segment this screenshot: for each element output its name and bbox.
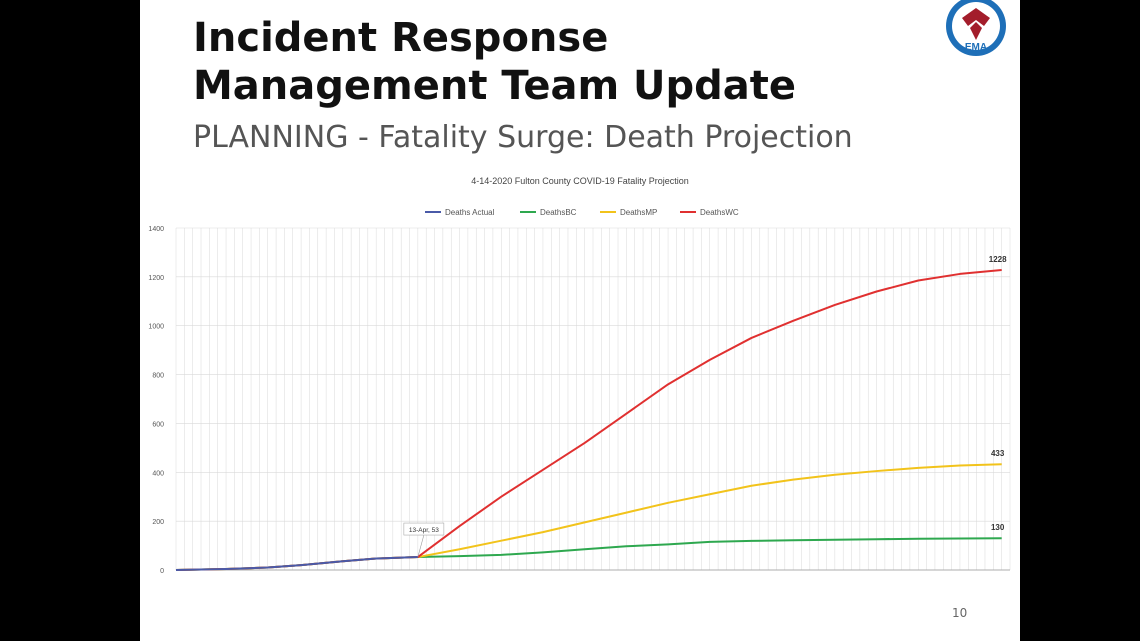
slide-subtitle: PLANNING - Fatality Surge: Death Project… bbox=[193, 120, 853, 155]
series-line-deaths-actual bbox=[175, 556, 418, 571]
ema-logo-icon: EMA bbox=[946, 0, 1006, 56]
series-line-deathsmp bbox=[175, 463, 1002, 571]
legend-label: DeathsWC bbox=[700, 208, 739, 217]
series-line-deathswc bbox=[175, 269, 1002, 571]
chart-lines bbox=[175, 269, 1002, 571]
chart-grid bbox=[175, 227, 1011, 571]
y-tick-label: 1400 bbox=[148, 226, 164, 233]
fatality-projection-chart: 4-14-2020 Fulton County COVID-19 Fatalit… bbox=[148, 176, 1011, 575]
slide: Incident Response Management Team Update… bbox=[140, 0, 1020, 641]
end-value-label: 433 bbox=[991, 449, 1005, 458]
y-tick-label: 0 bbox=[160, 568, 164, 575]
y-tick-label: 200 bbox=[152, 519, 164, 526]
end-value-label: 130 bbox=[991, 523, 1005, 532]
y-tick-label: 800 bbox=[152, 373, 164, 380]
y-tick-label: 400 bbox=[152, 470, 164, 477]
legend-label: Deaths Actual bbox=[445, 208, 495, 217]
y-tick-label: 1000 bbox=[148, 324, 164, 331]
callout-label: 13-Apr, 53 bbox=[409, 527, 439, 534]
logo-text: EMA bbox=[965, 42, 987, 53]
end-value-label: 1228 bbox=[989, 255, 1007, 264]
chart-title: 4-14-2020 Fulton County COVID-19 Fatalit… bbox=[471, 176, 689, 186]
callout-box bbox=[403, 522, 445, 536]
y-tick-label: 600 bbox=[152, 421, 164, 428]
legend-label: DeathsMP bbox=[620, 208, 657, 217]
y-tick-label: 1200 bbox=[148, 275, 164, 282]
chart-labels: 1228 433 130 13-Apr, 53 bbox=[403, 255, 1007, 558]
legend-label: DeathsBC bbox=[540, 208, 577, 217]
chart-axes: 0 200 400 600 800 1000 1200 1400 bbox=[148, 226, 1010, 575]
page-number: 10 bbox=[952, 606, 968, 620]
chart-legend: Deaths Actual DeathsBC DeathsMP DeathsWC bbox=[425, 208, 739, 217]
slide-title: Incident Response Management Team Update bbox=[193, 15, 797, 109]
callout-leader bbox=[417, 534, 425, 558]
